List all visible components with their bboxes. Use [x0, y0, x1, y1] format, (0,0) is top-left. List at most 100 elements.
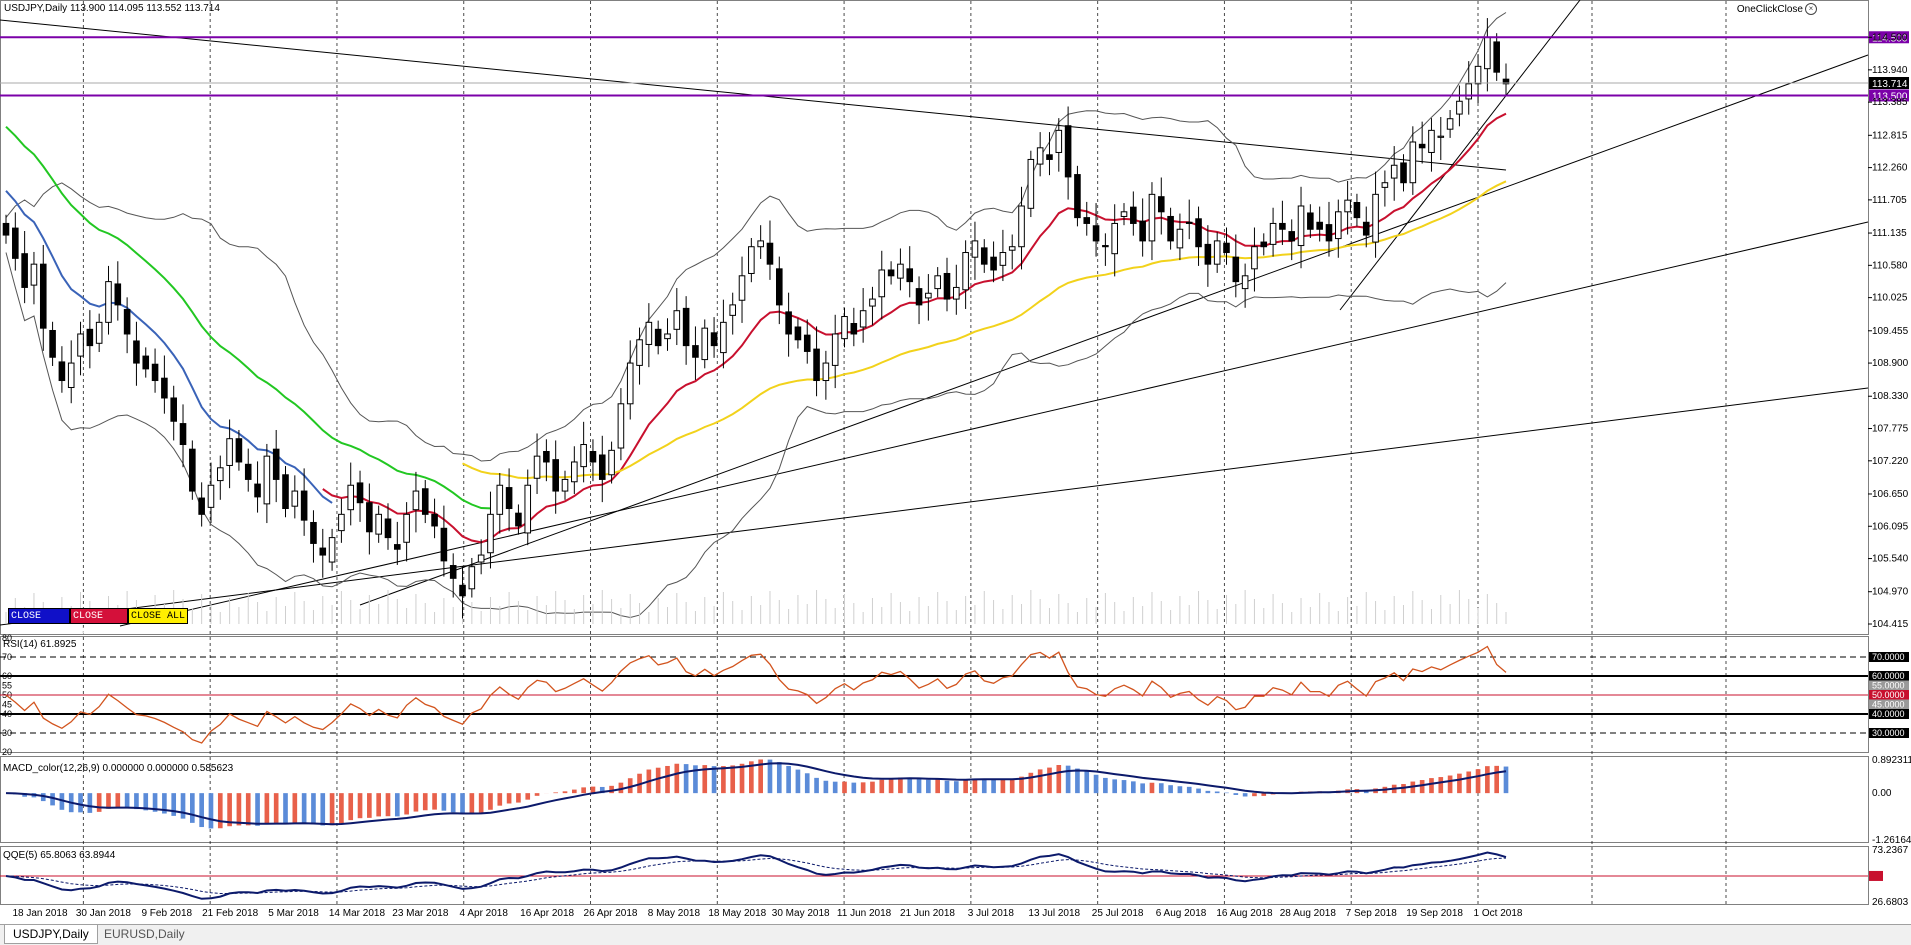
tab-eurusd[interactable]: EURUSD,Daily	[104, 927, 185, 941]
candle-body	[77, 333, 84, 357]
candle-body	[375, 513, 382, 535]
candle-body	[1362, 221, 1370, 236]
candle-body	[235, 438, 243, 463]
candle-body	[1185, 221, 1193, 224]
price-level-tag	[1869, 31, 1909, 44]
candle-body	[449, 565, 457, 579]
trendline	[119, 221, 1869, 627]
y-tick-label: 110.025	[1872, 293, 1908, 304]
y-tick-label: 107.775	[1872, 424, 1909, 435]
candle-body	[1018, 205, 1025, 248]
candle-body	[1260, 241, 1268, 248]
close-icon[interactable]: ×	[1805, 3, 1817, 15]
candle-body	[1344, 199, 1351, 213]
chart-tabs: USDJPY,Daily EURUSD,Daily	[0, 924, 1911, 945]
candle-body	[1297, 205, 1305, 247]
candle-body	[943, 272, 951, 300]
candle-body	[133, 340, 140, 364]
rsi-level-tag	[1869, 671, 1909, 681]
candle-body	[394, 544, 401, 550]
candle-body	[915, 288, 923, 306]
trendline	[1339, 0, 1581, 311]
rsi-level-tag	[1869, 709, 1909, 719]
candle-body	[272, 448, 280, 480]
candle-body	[822, 362, 830, 382]
candle-body	[682, 307, 690, 347]
tab-usdjpy[interactable]: USDJPY,Daily	[4, 925, 98, 944]
candle-body	[869, 298, 876, 307]
y-tick-label: 109.455	[1872, 326, 1909, 337]
candle-body	[897, 263, 904, 279]
candle-body	[1418, 143, 1426, 149]
candle-body	[58, 361, 66, 382]
rsi-y-tick: 30	[2, 728, 12, 738]
x-tick-label: 3 Jul 2018	[968, 908, 1015, 919]
candle-body	[244, 463, 252, 480]
candle-body	[692, 345, 699, 358]
y-tick-label: 112.260	[1872, 163, 1908, 174]
x-tick-label: 18 Jan 2018	[12, 908, 67, 919]
candle-body	[850, 323, 858, 335]
candle-body	[67, 362, 75, 389]
y-tick-label: 104.970	[1872, 587, 1909, 598]
candle-body	[170, 397, 177, 422]
y-tick-label: 105.540	[1872, 554, 1909, 565]
candle-body	[1074, 174, 1081, 219]
x-tick-label: 4 Apr 2018	[460, 908, 509, 919]
close-sell-button[interactable]: CLOSE SELL	[8, 608, 70, 638]
close-buy-button[interactable]: CLOSE BUY	[70, 608, 128, 638]
x-tick-label: 9 Feb 2018	[141, 908, 192, 919]
candle-body	[617, 403, 625, 449]
candle-body	[505, 487, 513, 510]
candle-body	[161, 377, 168, 399]
candle-body	[477, 554, 485, 563]
candle-body	[1036, 147, 1044, 165]
price-level-label: 113.500	[1872, 91, 1908, 102]
y-tick-label: 106.650	[1872, 489, 1909, 500]
rsi-panel[interactable]: RSI(14) 61.8925 80706055504540302070.000…	[0, 633, 1909, 757]
candle-body	[934, 275, 941, 290]
x-tick-label: 1 Oct 2018	[1474, 908, 1523, 919]
macd-panel[interactable]: MACD_color(12,26,9) 0.000000 0.000000 0.…	[3, 755, 1911, 846]
candle-body	[1428, 129, 1435, 153]
ma-yellow	[462, 180, 1507, 480]
candle-body	[1148, 193, 1156, 242]
trendline	[0, 387, 1869, 626]
rsi-level-tag	[1869, 652, 1909, 662]
volume-bars	[5, 590, 1507, 624]
candle-body	[608, 449, 615, 476]
candle-body	[1307, 212, 1314, 230]
close-all-button[interactable]: CLOSE ALL	[128, 608, 188, 624]
last-price-label: 113.714	[1872, 79, 1908, 90]
candle-body	[114, 283, 122, 306]
bollinger-bands	[5, 12, 1507, 619]
candle-body	[720, 321, 727, 354]
candle-body	[468, 566, 476, 590]
candle-body	[580, 444, 587, 468]
y-tick-label: 108.330	[1872, 391, 1909, 402]
candle-body	[356, 482, 364, 504]
candle-body	[524, 484, 532, 534]
macd-y-tick: 0.892311	[1872, 755, 1911, 766]
candle-body	[1446, 118, 1454, 130]
candle-body	[1400, 162, 1407, 184]
candle-body	[1167, 215, 1174, 242]
date-axis: 18 Jan 2018 30 Jan 2018 9 Feb 2018 21 Feb 2…	[12, 908, 1522, 919]
candle-body	[226, 438, 233, 466]
candle-body	[123, 309, 131, 335]
x-tick-label: 23 Mar 2018	[392, 908, 449, 919]
bollinger-lower	[5, 252, 1507, 619]
candle-body	[384, 518, 392, 539]
qqe-panel[interactable]: QQE(5) 65.8063 63.8944 73.23675026.6803	[0, 845, 1909, 908]
bollinger-upper	[5, 12, 1507, 462]
candles	[2, 18, 1510, 619]
macd-y-tick: -1.26164	[1872, 835, 1911, 846]
candle-body	[198, 497, 205, 515]
x-tick-label: 13 Jul 2018	[1028, 908, 1080, 919]
candle-body	[1046, 154, 1053, 160]
candle-body	[151, 363, 159, 382]
candle-body	[1390, 164, 1398, 179]
